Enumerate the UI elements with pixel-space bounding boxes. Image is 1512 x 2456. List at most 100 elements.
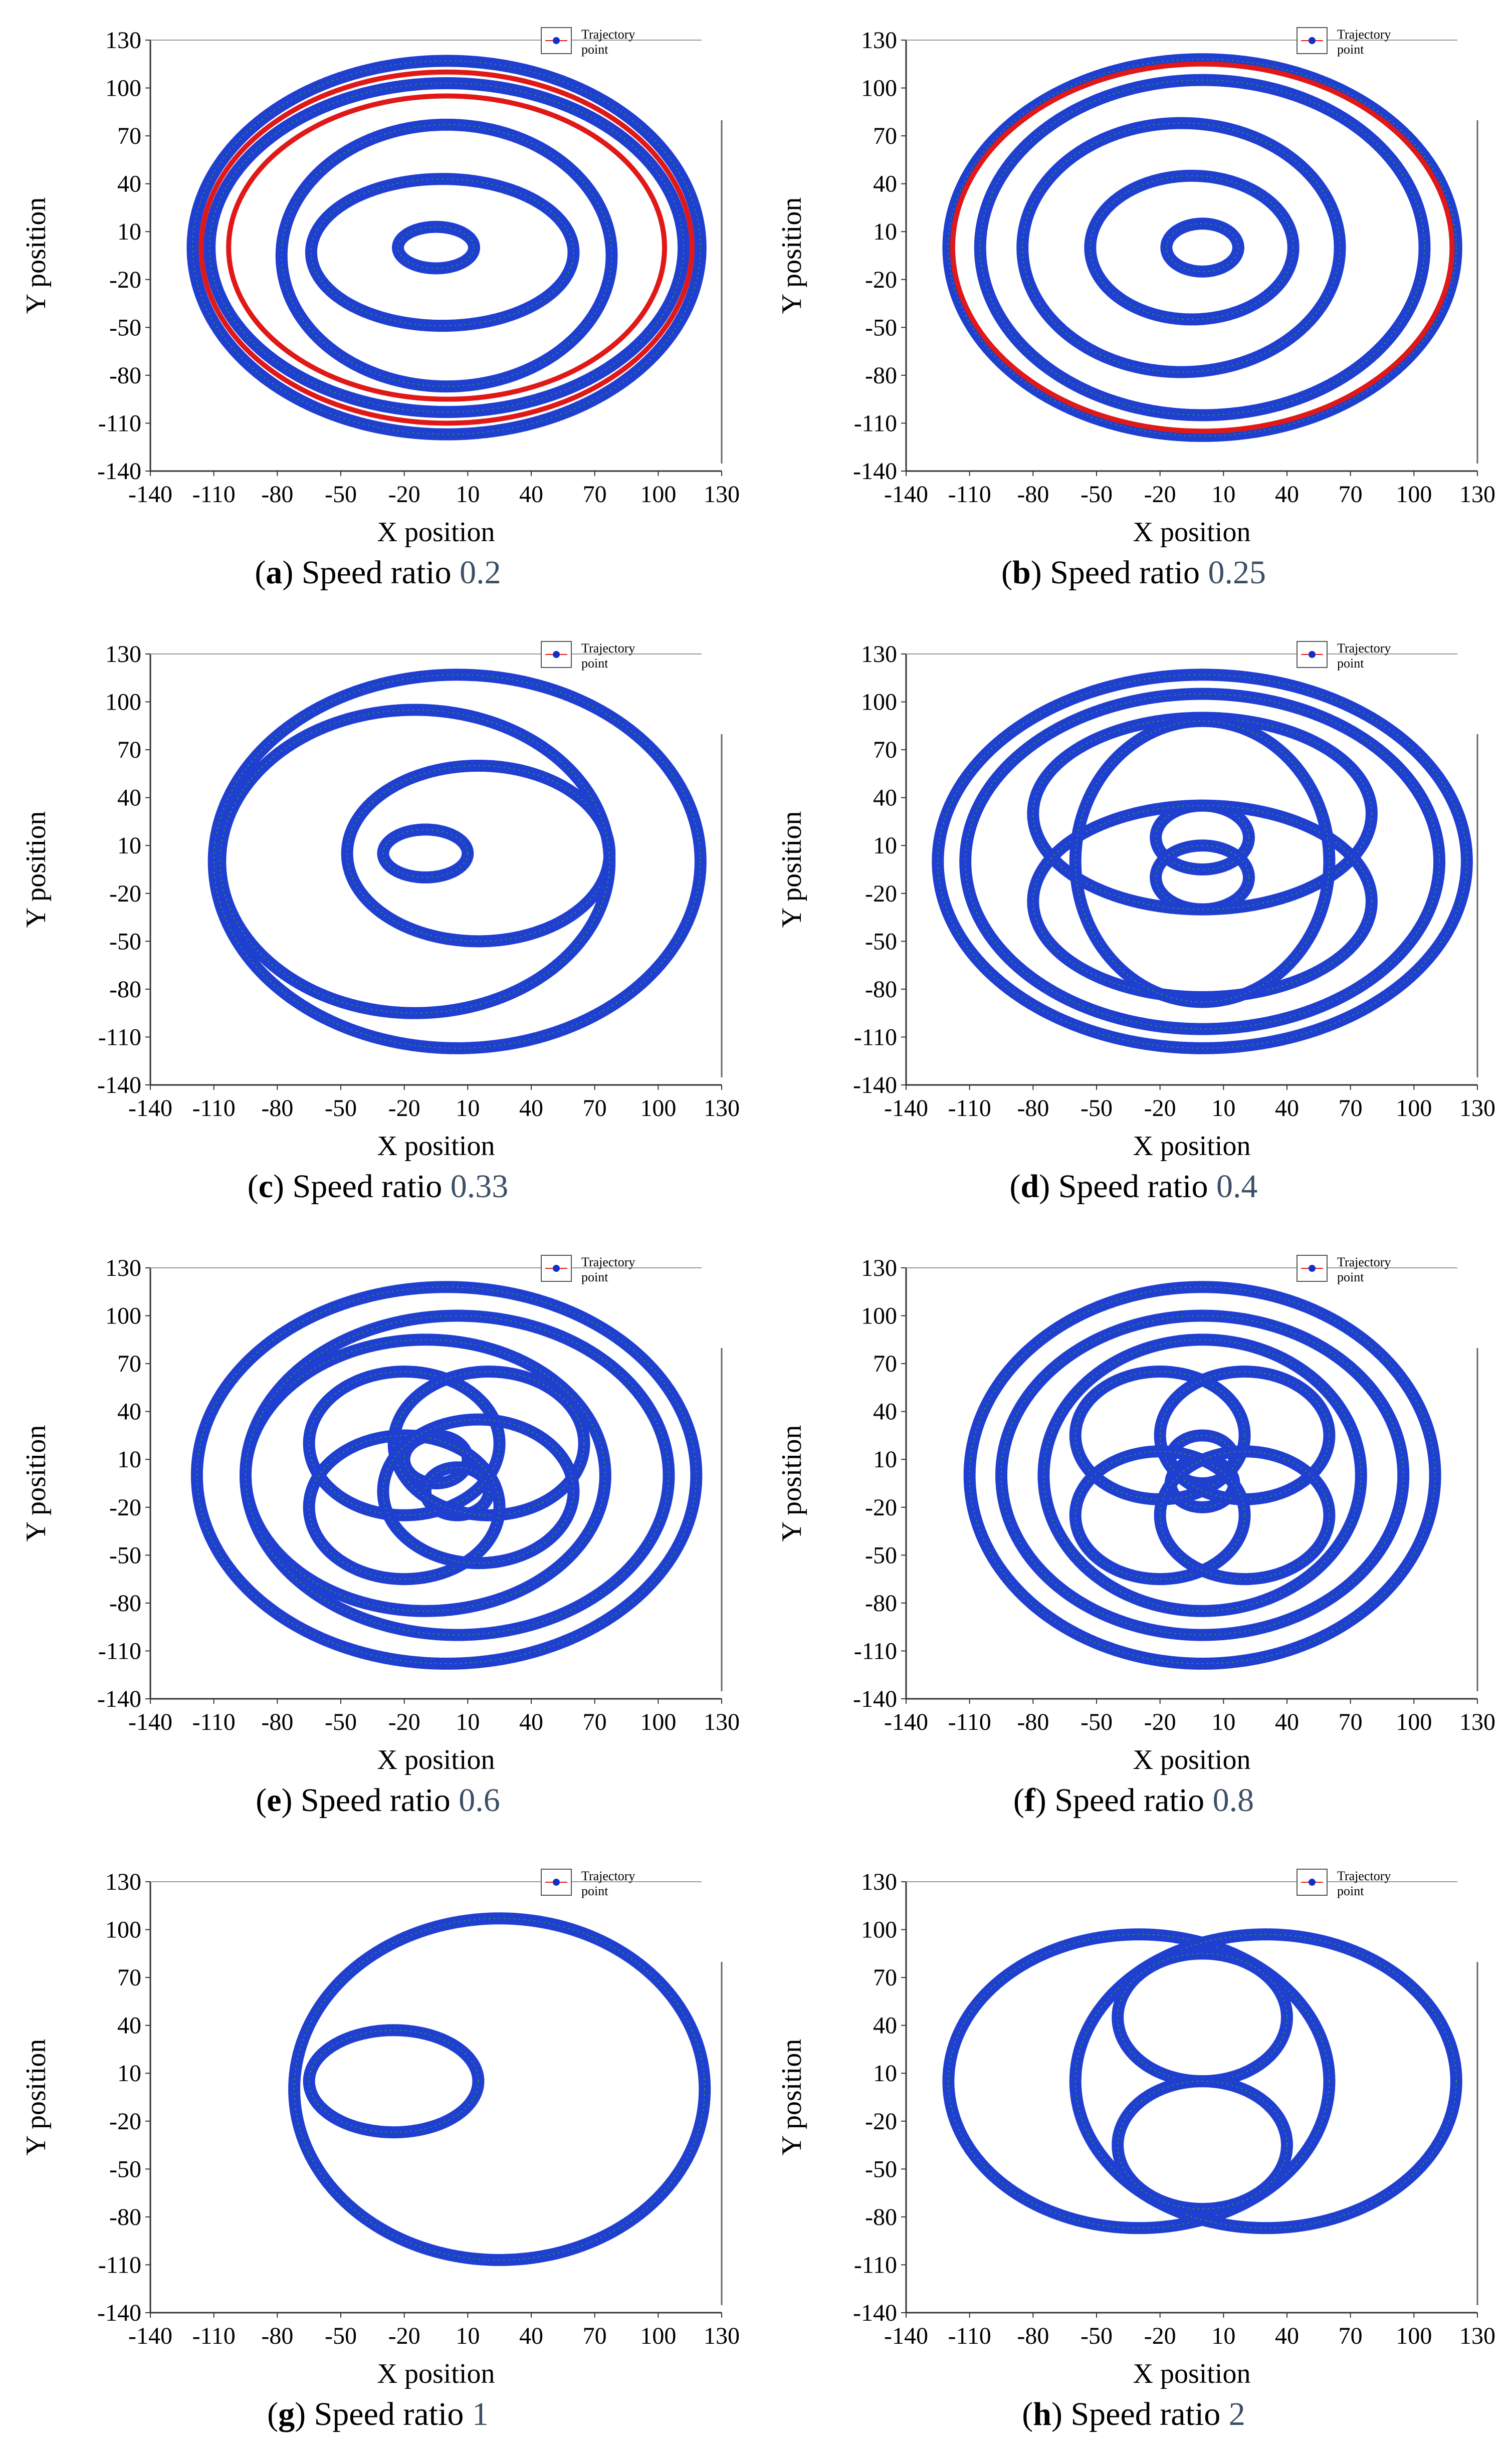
- x-tick-label: 130: [1459, 481, 1495, 508]
- y-tick-label: 100: [105, 689, 141, 716]
- trajectory-ellipse: [1112, 2075, 1293, 2215]
- x-tick-label: -50: [1081, 2323, 1113, 2349]
- y-tick-label: 10: [873, 2060, 897, 2087]
- caption-panel-letter: b: [1012, 554, 1031, 591]
- caption-speed-ratio: 2: [1228, 2396, 1245, 2432]
- caption-paren: (: [255, 554, 266, 591]
- x-tick-label: 70: [583, 1709, 607, 1735]
- caption-text: ) Speed ratio: [1030, 554, 1208, 591]
- y-tick-label: -80: [865, 1590, 897, 1617]
- legend-label: Trajectory point: [1337, 641, 1391, 671]
- x-tick-label: -50: [325, 1095, 357, 1122]
- x-axis-label: X position: [377, 1131, 495, 1162]
- y-tick-label: 130: [861, 1869, 897, 1895]
- legend: Trajectory point: [541, 641, 635, 671]
- caption-panel-letter: d: [1020, 1168, 1039, 1205]
- trajectory-group: [190, 1281, 703, 1670]
- caption-speed-ratio: 0.2: [460, 554, 501, 591]
- trajectory-centerline: [424, 1467, 490, 1516]
- plot-svg: -140 -110 -80 -50 -20 10 40 70 100 130 -140 -110 -80…: [21, 1255, 740, 1775]
- plot-svg: -140 -110 -80 -50 -20 10 40 70 100 130 -140 -110 -80…: [21, 641, 740, 1162]
- y-tick-label: -110: [854, 1638, 897, 1664]
- trajectory-centerline: [1022, 122, 1341, 373]
- legend: Trajectory point: [1297, 641, 1391, 671]
- x-tick-label: 100: [640, 1095, 676, 1122]
- x-tick-label: -140: [884, 1095, 928, 1122]
- caption-panel-letter: h: [1033, 2396, 1051, 2432]
- trajectory-ellipse: [186, 55, 707, 440]
- trajectory-centerline: [393, 1371, 585, 1516]
- trajectory-centerline: [192, 60, 701, 435]
- x-tick-label: 40: [1275, 1709, 1299, 1735]
- trajectory-centerline: [1043, 1339, 1362, 1612]
- panel-caption: (c) Speed ratio 0.33: [0, 1168, 756, 1206]
- trajectory-ellipse: [1069, 715, 1336, 1008]
- trajectory-ellipse: [1112, 1947, 1293, 2088]
- y-tick-label: -20: [865, 2108, 897, 2135]
- caption-paren: (: [1001, 554, 1013, 591]
- y-tick-label: 130: [105, 641, 141, 667]
- caption-paren: (: [247, 1168, 259, 1205]
- y-axis-label: Y position: [21, 2039, 52, 2156]
- trajectory-group: [207, 668, 707, 1054]
- legend-label: Trajectory point: [1337, 1255, 1391, 1284]
- legend-marker: [1309, 1879, 1316, 1886]
- caption-text: ) Speed ratio: [281, 1782, 459, 1819]
- trajectory-ellipse: [214, 704, 616, 1019]
- caption-text: ) Speed ratio: [282, 554, 460, 591]
- x-tick-label: -110: [948, 481, 991, 508]
- legend-marker: [553, 651, 560, 658]
- y-tick-label: 100: [105, 75, 141, 102]
- y-tick-label: -80: [865, 976, 897, 1003]
- chart-panel-e: -140 -110 -80 -50 -20 10 40 70 100 130 -140 -110 -80…: [0, 1228, 756, 1842]
- y-tick-label: 100: [861, 1303, 897, 1329]
- trajectory-centerline: [937, 674, 1467, 1049]
- x-tick-label: 130: [1459, 1709, 1495, 1735]
- caption-text: ) Speed ratio: [1035, 1782, 1213, 1819]
- x-tick-label: -20: [388, 481, 420, 508]
- y-tick-label: -140: [853, 1072, 897, 1098]
- trajectory-ellipse: [377, 823, 474, 883]
- x-tick-label: 70: [1339, 2323, 1363, 2349]
- x-tick-label: 100: [1396, 2323, 1432, 2349]
- y-tick-label: -50: [865, 1542, 897, 1569]
- trajectory-ellipse: [1160, 217, 1244, 278]
- y-tick-label: -140: [853, 2300, 897, 2326]
- y-tick-label: -80: [109, 976, 141, 1003]
- trajectory-centerline: [382, 1419, 574, 1564]
- x-tick-label: -80: [261, 1709, 293, 1735]
- y-tick-label: -20: [109, 1494, 141, 1521]
- legend: Trajectory point: [1297, 1869, 1391, 1898]
- x-axis-label: X position: [1133, 1131, 1251, 1162]
- caption-panel-letter: a: [266, 554, 283, 591]
- y-tick-label: 40: [873, 785, 897, 811]
- x-tick-label: 70: [583, 2323, 607, 2349]
- y-tick-label: -50: [865, 928, 897, 955]
- y-tick-label: 130: [105, 27, 141, 54]
- x-tick-label: 10: [456, 1709, 480, 1735]
- caption-paren: (: [1009, 1168, 1021, 1205]
- trajectory-group: [288, 1912, 711, 2266]
- chart-panel-b: -140 -110 -80 -50 -20 10 40 70 100 130 -140 -110 -80…: [756, 0, 1511, 614]
- x-tick-label: 130: [704, 1709, 740, 1735]
- y-tick-label: 70: [117, 1964, 141, 1991]
- x-tick-label: -140: [884, 481, 928, 508]
- y-tick-label: -80: [109, 362, 141, 389]
- y-tick-label: -110: [98, 1024, 141, 1050]
- y-tick-label: 100: [105, 1303, 141, 1329]
- y-tick-label: -50: [109, 2156, 141, 2182]
- caption-paren: (: [256, 1782, 267, 1819]
- x-tick-label: -140: [128, 2323, 172, 2349]
- y-tick-label: 100: [105, 1917, 141, 1943]
- caption-speed-ratio: 0.8: [1212, 1782, 1254, 1819]
- x-axis-label: X position: [377, 2358, 495, 2389]
- x-tick-label: -140: [128, 1709, 172, 1735]
- x-tick-label: -110: [192, 1095, 236, 1122]
- panel-caption: (h) Speed ratio 2: [756, 2395, 1511, 2433]
- chart-panel-c: -140 -110 -80 -50 -20 10 40 70 100 130 -140 -110 -80…: [0, 614, 756, 1228]
- trajectory-ellipse: [303, 2024, 485, 2139]
- caption-speed-ratio: 0.4: [1216, 1168, 1258, 1205]
- y-tick-label: 130: [861, 27, 897, 54]
- x-tick-label: -80: [261, 1095, 293, 1122]
- y-axis-label: Y position: [21, 197, 52, 314]
